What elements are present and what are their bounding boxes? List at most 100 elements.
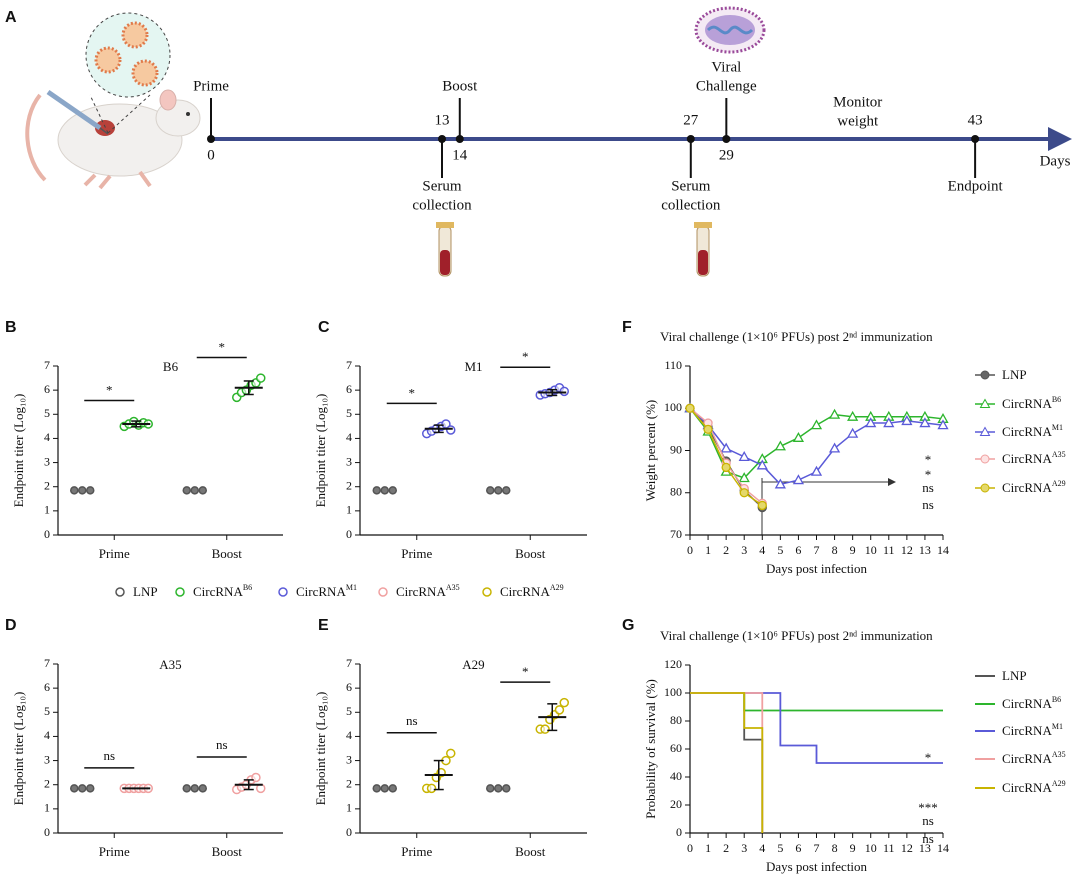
y-axis-label: Endpoint titer (Log₁₀): [11, 394, 26, 508]
y-tick-label: 6: [346, 382, 352, 396]
legend-label: CircRNAA29: [500, 583, 564, 599]
legend-name: CircRNA: [1002, 396, 1052, 411]
y-tick-label: 40: [670, 769, 682, 783]
legend-label: CircRNAB6: [1002, 395, 1061, 411]
data-point: [810, 419, 823, 430]
y-axis-label: Weight percent (%): [643, 400, 658, 501]
data-point: [380, 784, 389, 793]
y-tick-label: 2: [346, 776, 352, 790]
x-tick-label: 14: [937, 841, 949, 855]
chart-title: A29: [462, 657, 484, 672]
legend-sup: B6: [1052, 695, 1061, 704]
data-point: [190, 784, 199, 793]
data-point: [828, 442, 841, 453]
legend-sup: A29: [1052, 779, 1066, 788]
y-tick-label: 2: [44, 478, 50, 492]
legend-name: LNP: [1002, 668, 1027, 683]
data-point: [847, 427, 859, 438]
x-tick-label: Boost: [212, 844, 243, 859]
series-line: [690, 692, 764, 833]
y-tick-label: 7: [346, 656, 352, 670]
y-tick-label: 1: [346, 503, 352, 517]
event-dot: [722, 135, 731, 143]
timeline-arrowhead: [1048, 127, 1072, 151]
data-point: [198, 784, 207, 793]
x-tick-label: 1: [705, 841, 711, 855]
significance-label: *: [522, 664, 529, 679]
event-dot: [686, 135, 695, 143]
legend-name: CircRNA: [1002, 424, 1052, 439]
x-axis-label: Days post infection: [766, 561, 868, 576]
event-label: collection: [661, 197, 721, 213]
serum-tube: [694, 222, 712, 277]
day-label: 27: [683, 112, 699, 128]
data-point: [486, 784, 495, 793]
y-tick-label: 1: [44, 503, 50, 517]
y-tick-label: 5: [44, 406, 50, 420]
y-tick-label: 0: [44, 527, 50, 541]
y-tick-label: 110: [664, 358, 682, 372]
annotation: weight: [837, 113, 879, 129]
y-tick-label: 4: [44, 728, 50, 742]
day-label: 43: [968, 112, 983, 128]
data-point: [380, 486, 389, 495]
series-line: [690, 692, 943, 712]
legend-sup: A35: [446, 583, 460, 592]
event-label: Endpoint: [948, 178, 1004, 194]
significance-label: *: [409, 385, 416, 400]
data-point: [182, 784, 191, 793]
y-tick-label: 5: [44, 704, 50, 718]
y-tick-label: 1: [44, 801, 50, 815]
data-point: [70, 784, 79, 793]
axis-label: Days: [1040, 153, 1071, 169]
data-point: [810, 465, 823, 476]
mouse-illustration: [25, 12, 201, 190]
legend-label: CircRNAM1: [1002, 423, 1063, 439]
data-point: [685, 403, 695, 413]
event-label: Viral: [711, 59, 741, 75]
legend-sup: A35: [1052, 750, 1066, 759]
legend-marker: [175, 587, 185, 597]
legend-label: LNP: [1002, 367, 1027, 382]
legend-name: CircRNA: [1002, 451, 1052, 466]
panel-letter: A: [5, 9, 17, 26]
legend-label: CircRNAA29: [1002, 479, 1066, 495]
data-point: [502, 784, 511, 793]
y-axis-label: Endpoint titer (Log₁₀): [313, 692, 328, 806]
legend-label: CircRNAA29: [1002, 779, 1066, 795]
data-point: [738, 451, 750, 461]
y-tick-label: 80: [670, 713, 682, 727]
significance-label: ns: [103, 748, 115, 763]
x-tick-label: Boost: [212, 546, 243, 561]
legend-label: CircRNAB6: [1002, 695, 1061, 711]
x-tick-label: Prime: [99, 844, 130, 859]
data-point: [182, 486, 191, 495]
event-dot: [438, 135, 447, 143]
x-tick-label: 2: [723, 841, 729, 855]
legend-label: CircRNAA35: [1002, 450, 1066, 466]
y-tick-label: 3: [44, 454, 50, 468]
x-tick-label: 9: [850, 543, 856, 557]
legend-sup: M1: [1052, 423, 1063, 432]
data-point: [256, 373, 266, 383]
data-point: [251, 772, 261, 783]
data-point: [901, 415, 913, 426]
significance-label: ns: [922, 480, 934, 495]
legend-name: CircRNA: [1002, 723, 1052, 738]
legend-label: LNP: [1002, 668, 1027, 683]
x-tick-label: 4: [759, 543, 765, 557]
day-label: 14: [452, 147, 468, 163]
x-tick-label: 5: [777, 841, 783, 855]
x-tick-label: 6: [795, 543, 801, 557]
data-point: [372, 784, 381, 793]
legend-marker: [482, 587, 492, 597]
legend-label: CircRNAM1: [1002, 722, 1063, 738]
y-tick-label: 80: [670, 485, 682, 499]
data-point: [388, 486, 397, 495]
y-axis-label: Endpoint titer (Log₁₀): [11, 692, 26, 806]
data-point: [540, 724, 550, 734]
legend-marker: [980, 370, 990, 380]
legend-marker: [278, 587, 288, 597]
data-point: [198, 486, 207, 495]
significance-label: ns: [922, 497, 934, 512]
